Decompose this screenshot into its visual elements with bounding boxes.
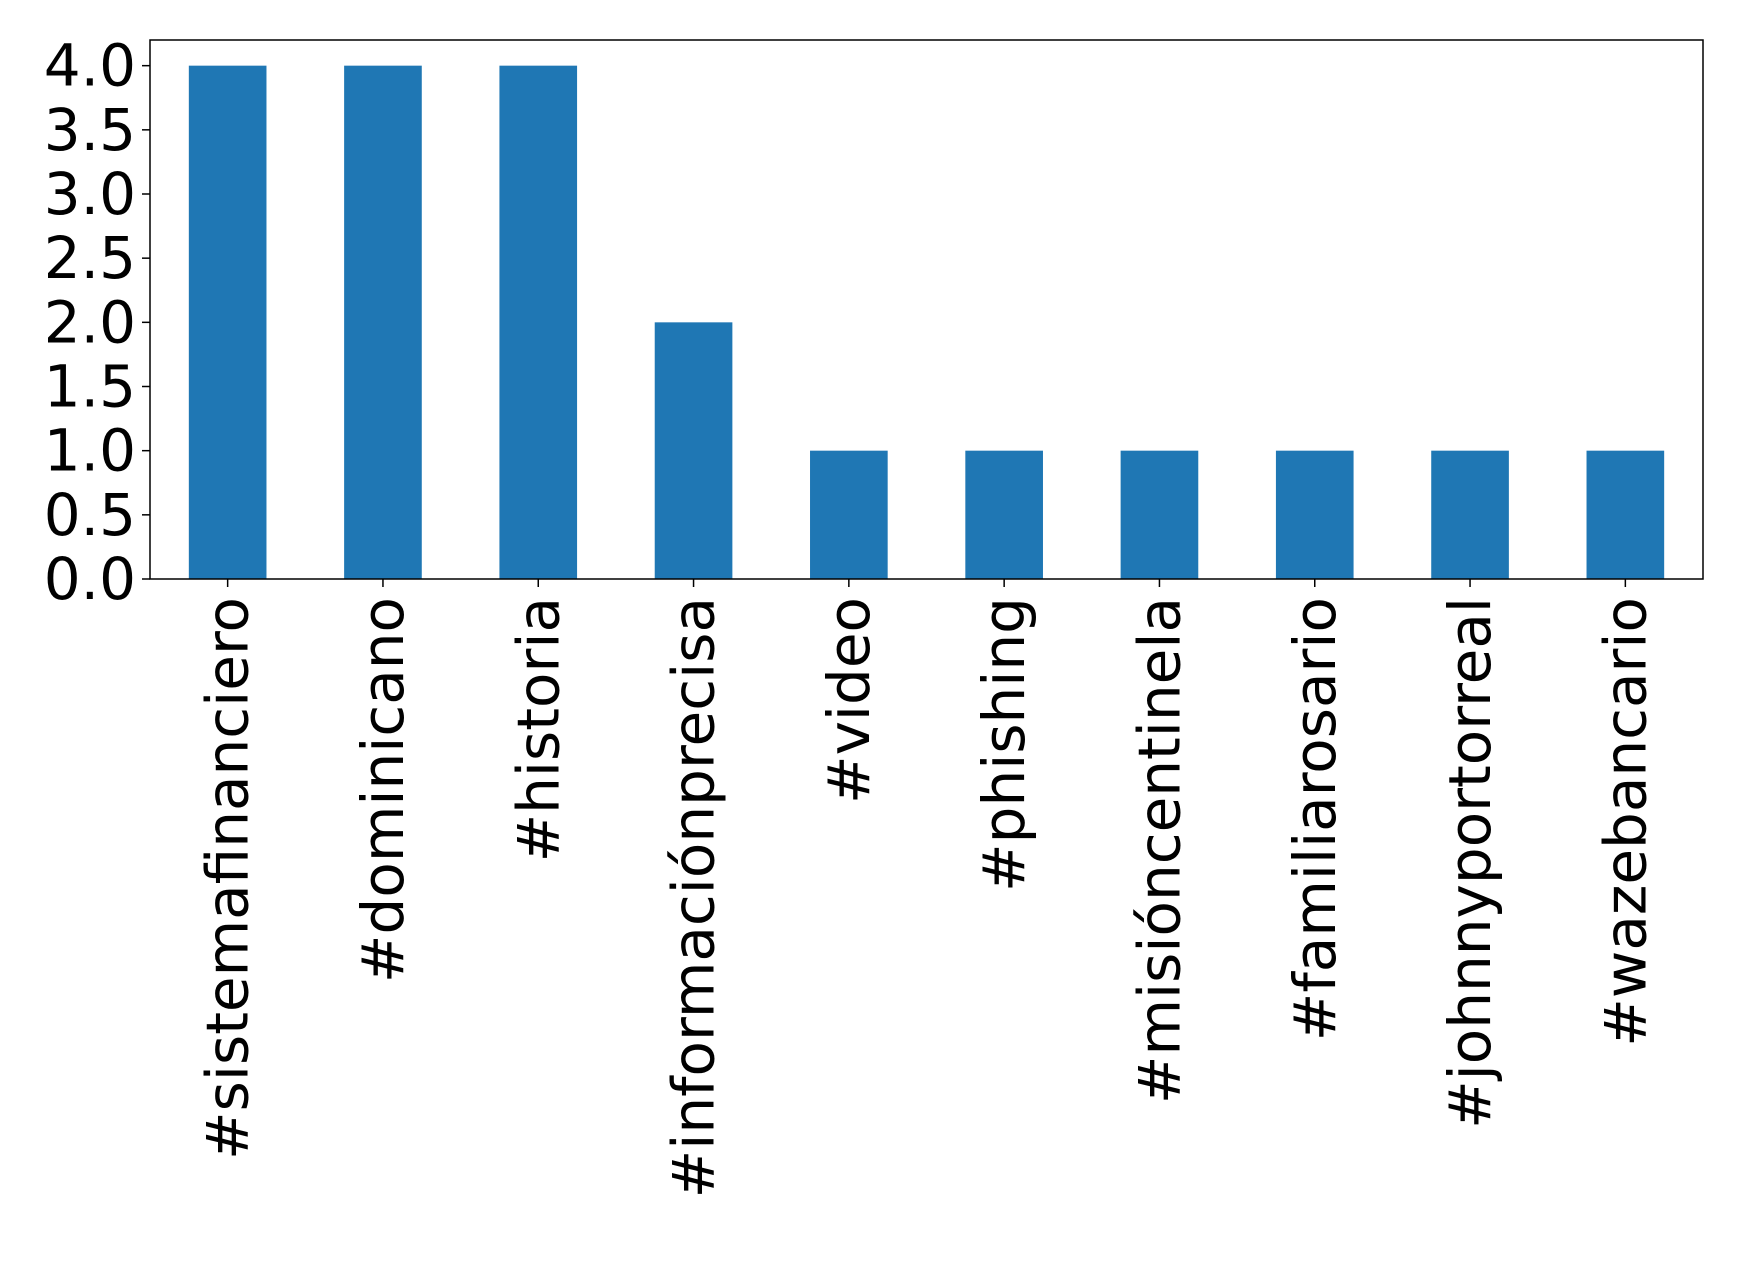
bar — [1120, 450, 1199, 579]
x-axis: #sistemafinanciero #dominicano #historia #i… — [194, 579, 1659, 1198]
x-tick-label: #misióncentinela — [1125, 597, 1193, 1104]
bar — [1586, 450, 1665, 579]
x-tick-label: #informaciónprecisa — [660, 597, 728, 1198]
x-tick-label: #video — [815, 597, 883, 804]
y-tick-label: 3.0 — [44, 160, 136, 228]
bar — [810, 450, 888, 579]
x-tick-label: #dominicano — [349, 597, 417, 983]
y-tick-label: 0.0 — [44, 545, 136, 613]
bar — [965, 450, 1043, 579]
y-axis: 0.00.51.01.52.02.53.03.54.0 — [44, 32, 150, 613]
y-tick-label: 0.5 — [44, 481, 136, 549]
y-tick-label: 4.0 — [44, 32, 136, 100]
x-tick-label: #sistemafinanciero — [194, 597, 262, 1160]
y-tick-label: 1.5 — [44, 353, 136, 421]
bar — [344, 65, 422, 579]
x-tick-label: #historia — [504, 597, 572, 862]
bar — [1275, 450, 1354, 579]
bar — [1431, 450, 1509, 579]
bar — [654, 322, 733, 579]
bar — [188, 65, 267, 579]
x-tick-label: #familiarosario — [1281, 597, 1349, 1041]
x-tick-label: #phishing — [970, 597, 1038, 892]
x-tick-label: #wazebancario — [1591, 597, 1659, 1047]
y-tick-label: 3.5 — [44, 96, 136, 164]
bar — [499, 65, 578, 579]
x-tick-label: #johnnyportorreal — [1436, 597, 1504, 1129]
y-tick-label: 1.0 — [44, 417, 136, 485]
bars-group — [188, 65, 1665, 579]
plot-frame — [149, 39, 1704, 580]
y-tick-label: 2.5 — [44, 224, 136, 292]
y-tick-label: 2.0 — [44, 288, 136, 356]
